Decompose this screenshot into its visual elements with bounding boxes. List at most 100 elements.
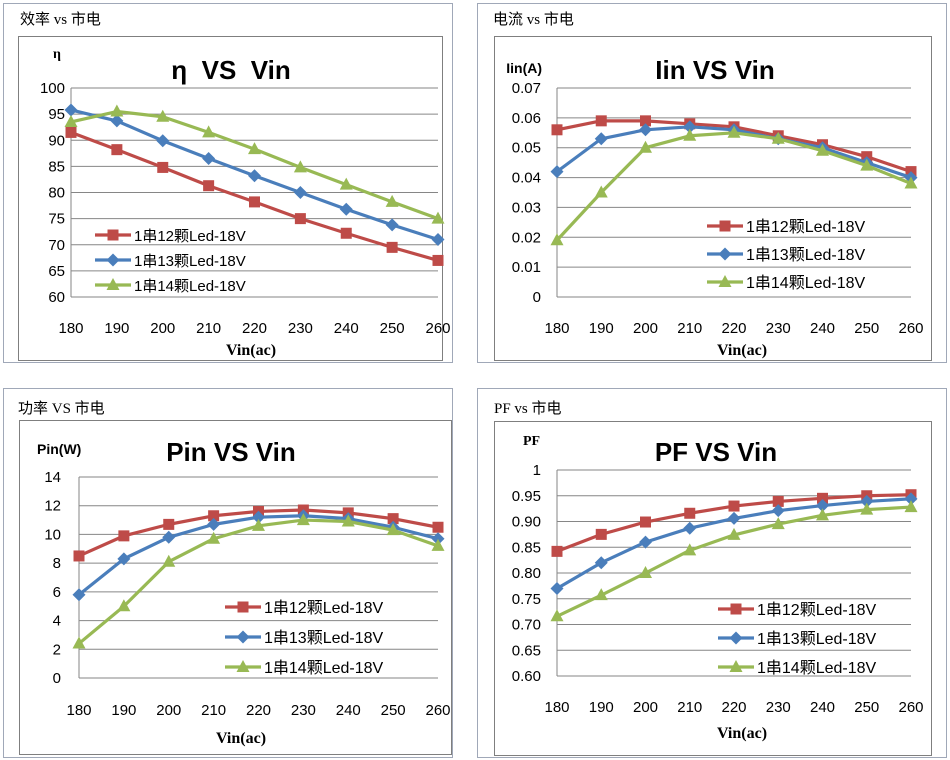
y-tick-label: 10	[44, 526, 61, 543]
legend-marker	[729, 631, 743, 645]
legend-entry: 1串13颗Led-18V	[264, 629, 384, 647]
panel-heading: 效率 vs 市电	[20, 11, 101, 28]
x-axis-label: Vin(ac)	[717, 342, 767, 359]
y-tick-label: 4	[53, 613, 61, 630]
y-tick-label: 90	[48, 132, 65, 149]
data-point	[816, 143, 829, 156]
data-point	[157, 161, 169, 173]
x-tick-label: 200	[156, 702, 181, 719]
x-tick-label: 180	[544, 699, 569, 716]
y-tick-label: 0.80	[512, 565, 541, 582]
y-axis-label: Pin(W)	[37, 441, 81, 457]
legend-marker	[106, 278, 120, 290]
data-point	[816, 499, 829, 513]
data-point	[550, 609, 564, 622]
chart-svg: 效率 vs 市电 60 65 70 75 80 85 90 95 100 180 190 200 210…	[3, 3, 453, 363]
data-point	[771, 517, 785, 530]
data-point	[816, 508, 829, 521]
legend-entry: 1串14颗Led-18V	[264, 659, 384, 677]
data-point	[386, 523, 400, 536]
y-tick-label: 2	[53, 641, 61, 658]
data-point	[293, 160, 307, 173]
x-tick-label: 240	[334, 320, 359, 337]
data-point	[639, 535, 652, 549]
data-point	[431, 211, 445, 224]
legend-entry: 1串13颗Led-18V	[134, 253, 246, 270]
y-axis-label: η	[53, 47, 61, 62]
x-axis-label: Vin(ac)	[216, 730, 266, 747]
chart-area-border	[494, 421, 932, 756]
chart-panel-power: 功率 VS 市电 0 2 4 6 8 10 12 14 180 190 200 210 220 230 24…	[3, 388, 453, 758]
chart-svg: PF vs 市电 0.60 0.65 0.70 0.75 0.80 0.85 0.90 0.9…	[477, 388, 947, 758]
x-tick-label: 230	[291, 702, 316, 719]
data-point	[156, 134, 170, 148]
y-tick-label: 0.95	[512, 488, 541, 505]
data-point	[772, 495, 784, 507]
y-tick-label: 70	[48, 237, 65, 254]
x-tick-label: 200	[633, 699, 658, 716]
y-tick-label: 60	[48, 289, 65, 306]
chart-panel-efficiency: 效率 vs 市电 60 65 70 75 80 85 90 95 100 180 190 200 210…	[3, 3, 453, 363]
data-point	[639, 140, 652, 153]
data-point	[64, 103, 78, 117]
y-tick-label: 0.75	[512, 591, 541, 608]
data-point	[156, 109, 170, 122]
x-tick-label: 260	[425, 320, 450, 337]
x-tick-label: 200	[633, 320, 658, 337]
data-point	[432, 254, 444, 266]
x-tick-label: 250	[854, 699, 879, 716]
legend-marker	[729, 660, 743, 672]
data-point	[595, 115, 607, 127]
data-point	[639, 566, 652, 578]
legend-entry: 1串13颗Led-18V	[746, 246, 866, 264]
x-tick-label: 190	[589, 320, 614, 337]
legend-entry: 1串12颗Led-18V	[746, 218, 866, 236]
x-tick-label: 230	[766, 320, 791, 337]
panel-border	[477, 3, 947, 363]
data-point	[65, 126, 77, 138]
data-point	[249, 196, 260, 208]
data-point	[202, 152, 216, 166]
data-point	[683, 128, 697, 141]
data-point	[248, 169, 261, 183]
x-tick-label: 260	[898, 320, 923, 337]
x-tick-label: 230	[288, 320, 313, 337]
y-tick-label: 8	[53, 555, 61, 572]
data-point	[387, 513, 399, 525]
data-point	[551, 124, 563, 136]
data-point	[118, 530, 130, 542]
y-tick-label: 0	[533, 289, 541, 306]
data-point	[252, 510, 265, 524]
data-point	[386, 241, 398, 253]
y-axis-label: PF	[523, 434, 540, 449]
data-point	[727, 527, 741, 540]
chart-title: PF VS Vin	[655, 437, 777, 467]
legend-marker	[718, 247, 732, 261]
x-axis-label: Vin(ac)	[717, 725, 767, 742]
data-point	[73, 550, 85, 562]
x-tick-label: 220	[721, 699, 746, 716]
legend-marker	[236, 660, 250, 672]
data-point	[431, 233, 445, 247]
data-point	[904, 500, 918, 513]
data-point	[294, 213, 306, 225]
data-point	[860, 502, 874, 515]
x-tick-label: 220	[242, 320, 267, 337]
x-tick-label: 250	[381, 702, 406, 719]
y-tick-label: 1	[533, 462, 541, 479]
panel-heading: 电流 vs 市电	[493, 11, 574, 28]
x-tick-label: 200	[150, 320, 175, 337]
data-point	[385, 194, 399, 207]
y-tick-label: 12	[44, 498, 61, 515]
y-tick-label: 6	[53, 584, 61, 601]
y-tick-label: 80	[48, 185, 65, 202]
legend-entry: 1串14颗Led-18V	[746, 274, 866, 292]
x-tick-label: 180	[66, 702, 91, 719]
data-point	[203, 180, 215, 192]
x-tick-label: 230	[766, 699, 791, 716]
data-point	[640, 115, 651, 127]
data-point	[293, 186, 307, 199]
y-axis-label: Iin(A)	[506, 60, 542, 76]
legend-marker	[236, 630, 250, 644]
data-point	[207, 517, 221, 531]
